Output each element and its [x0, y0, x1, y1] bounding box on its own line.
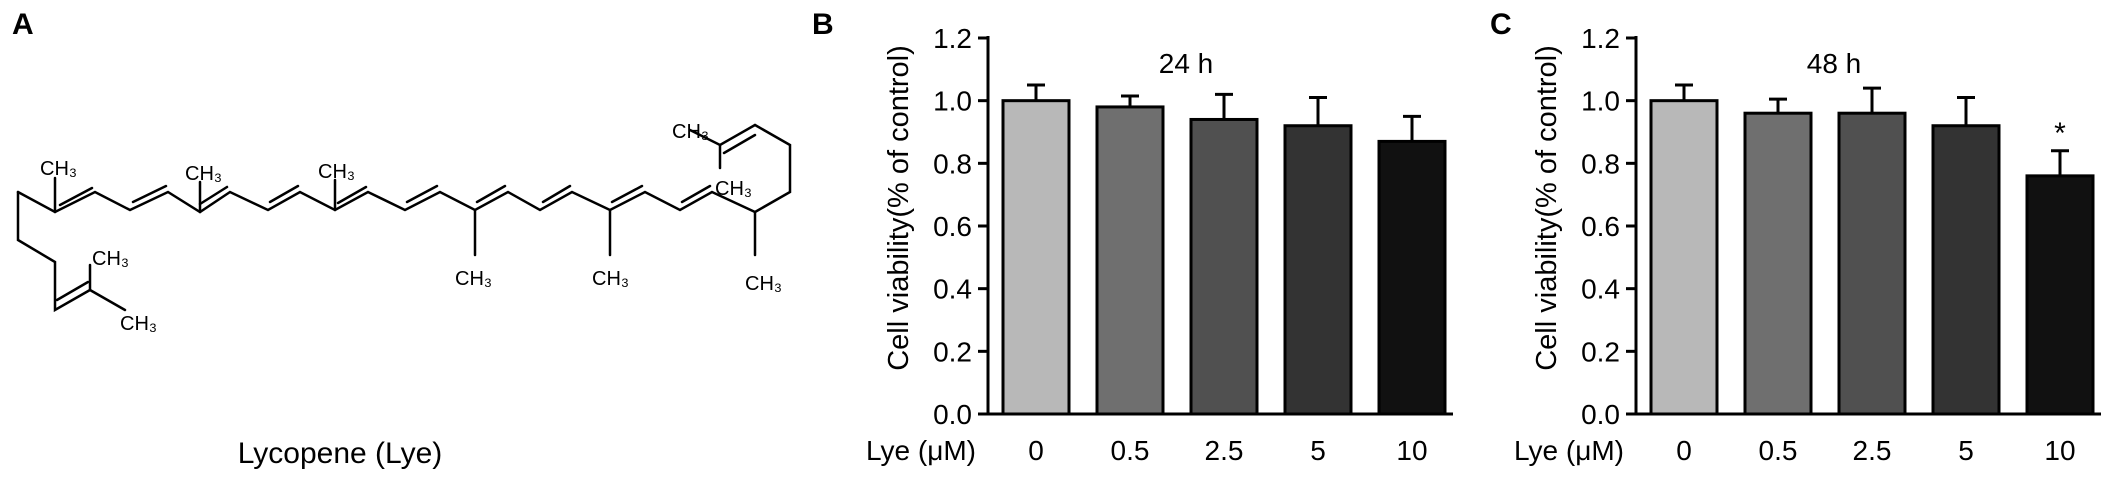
bar — [1837, 111, 1907, 416]
y-tick-label: 0.6 — [1581, 211, 1620, 242]
x-tick-label: 2.5 — [1853, 435, 1892, 466]
methyl-label: CH₃ — [120, 313, 157, 335]
y-tick-label: 1.0 — [1581, 86, 1620, 117]
methyl-labels: CH₃ CH₃ CH₃ CH₃ CH₃ CH₃ CH₃ CH₃ CH₃ CH₃ — [40, 121, 782, 335]
molecule-name: Lycopene (Lye) — [237, 437, 443, 470]
y-tick-label: 1.0 — [933, 86, 972, 117]
lycopene-structure — [16, 123, 792, 313]
bar — [1931, 124, 2001, 416]
methyl-label: CH₃ — [185, 163, 222, 185]
x-tick-label: 5 — [1310, 435, 1326, 466]
methyl-label: CH₃ — [92, 248, 129, 270]
chart-title: 24 h — [1159, 48, 1214, 79]
bar — [1283, 124, 1353, 416]
methyl-label: CH₃ — [455, 268, 492, 290]
panel-c-letter: C — [1490, 8, 1512, 41]
methyl-label: CH₃ — [715, 178, 752, 200]
x-tick-label: 10 — [1396, 435, 1427, 466]
y-tick-label: 1.2 — [933, 23, 972, 54]
y-tick-label: 0.4 — [1581, 274, 1620, 305]
bar — [1095, 105, 1165, 416]
x-tick-label: 5 — [1958, 435, 1974, 466]
methyl-label: CH₃ — [40, 158, 77, 180]
x-tick-label: 0 — [1676, 435, 1692, 466]
bar — [1649, 99, 1719, 416]
panel-b-letter: B — [812, 8, 834, 41]
methyl-label: CH₃ — [318, 161, 355, 183]
y-tick-label: 0.8 — [1581, 148, 1620, 179]
chart-24h: 0.0 0.2 0.4 0.6 0.8 1.0 1.2 Cell viability(% of… — [866, 23, 1453, 466]
bar — [1189, 117, 1259, 416]
significance-label: * — [2054, 117, 2066, 150]
x-tick-label: 2.5 — [1205, 435, 1244, 466]
methyl-label: CH₃ — [672, 121, 709, 143]
x-tick-label: 10 — [2044, 435, 2075, 466]
bar — [2025, 174, 2095, 416]
y-tick-label: 0.0 — [1581, 399, 1620, 430]
lycopene-left-tail — [16, 190, 127, 313]
chart-title: 48 h — [1807, 48, 1862, 79]
y-tick-label: 0.2 — [1581, 336, 1620, 367]
y-axis-label: Cell viability(% of control) — [1531, 45, 1563, 371]
x-axis-label: Lye (μM) — [866, 435, 976, 466]
y-tick-label: 1.2 — [1581, 23, 1620, 54]
chart-48h: 0.0 0.2 0.4 0.6 0.8 1.0 1.2 Cell viability(% of… — [1514, 23, 2101, 466]
x-tick-label: 0.5 — [1111, 435, 1150, 466]
y-tick-label: 0.0 — [933, 399, 972, 430]
methyl-label: CH₃ — [592, 268, 629, 290]
lycopene-chain — [16, 190, 757, 214]
y-tick-label: 0.8 — [933, 148, 972, 179]
y-axis-label: Cell viability(% of control) — [883, 45, 915, 371]
x-tick-label: 0.5 — [1759, 435, 1798, 466]
y-tick-label: 0.4 — [933, 274, 972, 305]
y-tick-label: 0.2 — [933, 336, 972, 367]
bar — [1377, 139, 1447, 416]
x-tick-label: 0 — [1028, 435, 1044, 466]
y-tick-label: 0.6 — [933, 211, 972, 242]
bar — [1001, 99, 1071, 416]
lycopene-right-tail — [688, 123, 792, 214]
methyl-label: CH₃ — [745, 273, 782, 295]
x-axis-label: Lye (μM) — [1514, 435, 1624, 466]
panel-a-letter: A — [12, 8, 34, 41]
bar — [1743, 111, 1813, 416]
